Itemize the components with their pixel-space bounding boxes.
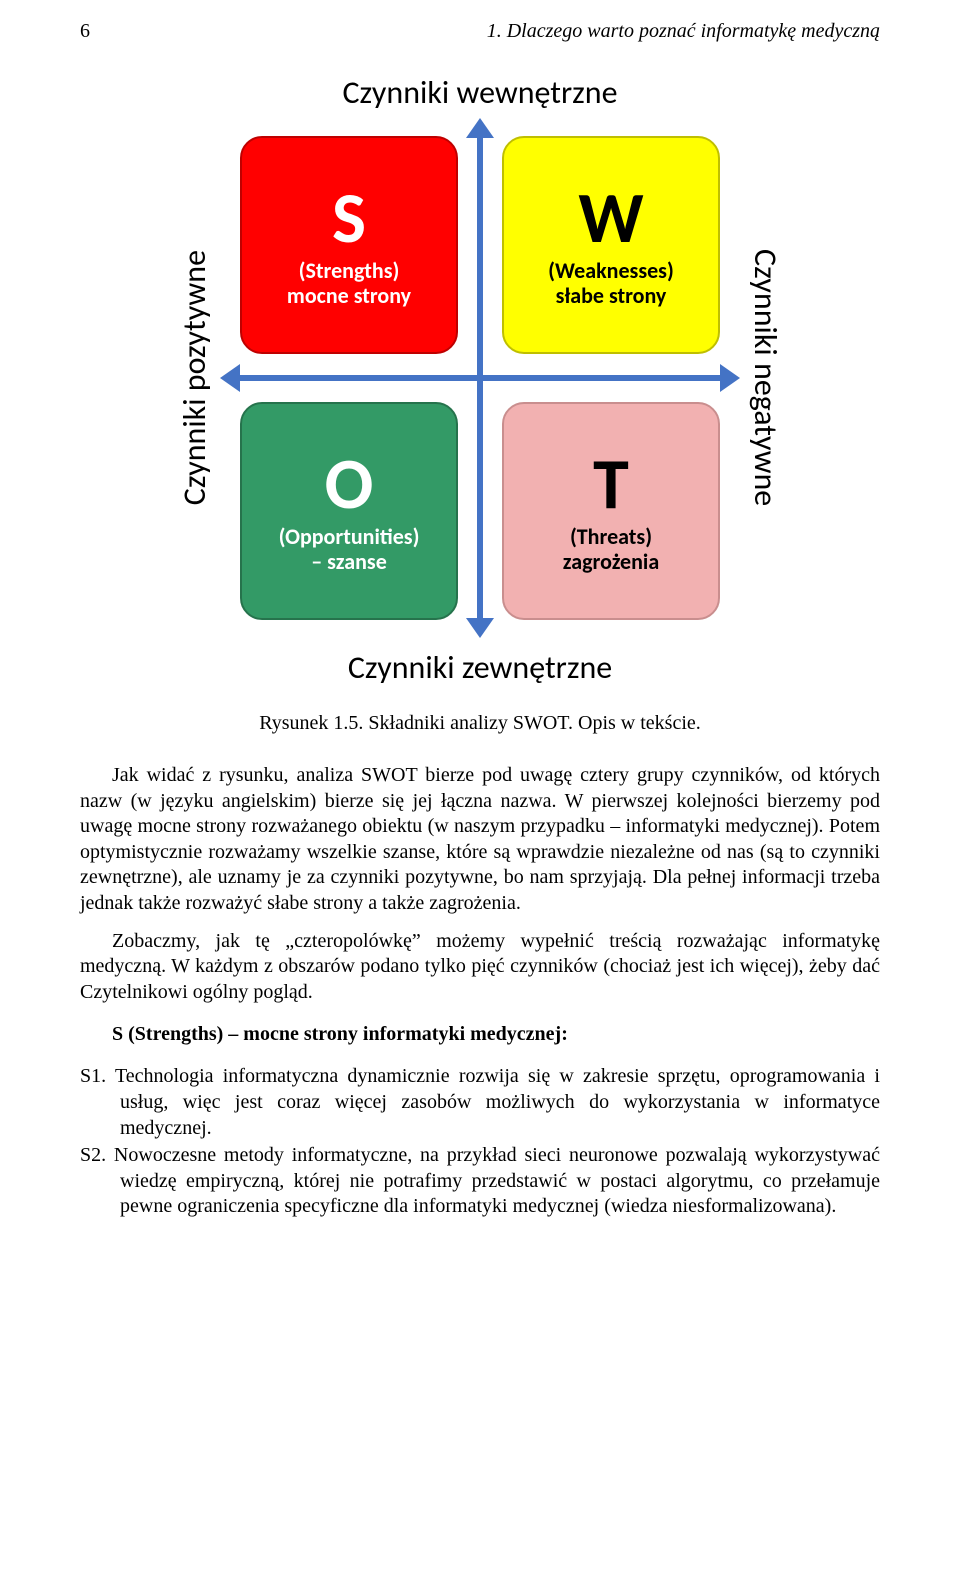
body-paragraph-1: Jak widać z rysunku, analiza SWOT bierze… (80, 763, 880, 917)
swot-o-letter: O (325, 448, 374, 520)
swot-w-sub1: (Weaknesses) (548, 258, 674, 283)
swot-quadrant-w: W (Weaknesses) słabe strony (502, 136, 720, 354)
running-title: 1. Dlaczego warto poznać informatykę med… (487, 20, 880, 43)
swot-s-letter: S (332, 182, 366, 254)
swot-quadrant-t: T (Threats) zagrożenia (502, 402, 720, 620)
swot-t-sub2: zagrożenia (563, 549, 659, 574)
swot-t-letter: T (593, 448, 629, 520)
swot-figure: Czynniki wewnętrzne Czynniki pozytywne S… (80, 73, 880, 687)
swot-s-sub1: (Strengths) (299, 258, 400, 283)
swot-grid: S (Strengths) mocne strony W (Weaknesses… (220, 118, 740, 638)
swot-quadrant-s: S (Strengths) mocne strony (240, 136, 458, 354)
swot-quadrant-o: O (Opportunities) – szanse (240, 402, 458, 620)
swot-w-letter: W (578, 182, 643, 254)
body-paragraph-2: Zobaczmy, jak tę „czteropolówkę” możemy … (80, 929, 880, 1006)
swot-label-top: Czynniki wewnętrzne (160, 73, 800, 112)
swot-o-sub2: – szanse (311, 549, 387, 574)
swot-label-right: Czynniki negatywne (746, 249, 785, 506)
swot-s-sub2: mocne strony (287, 283, 411, 308)
swot-label-left: Czynniki pozytywne (175, 250, 214, 505)
page-header: 6 1. Dlaczego warto poznać informatykę m… (80, 20, 880, 43)
section-heading-strengths: S (Strengths) – mocne strony informatyki… (112, 1023, 880, 1046)
swot-t-sub1: (Threats) (570, 524, 652, 549)
swot-o-sub1: (Opportunities) (279, 524, 420, 549)
swot-w-sub2: słabe strony (556, 283, 667, 308)
figure-caption: Rysunek 1.5. Składniki analizy SWOT. Opi… (80, 712, 880, 735)
swot-label-bottom: Czynniki zewnętrzne (160, 648, 800, 687)
list-item-s1: S1. Technologia informatyczna dynamiczni… (80, 1064, 880, 1141)
page-number: 6 (80, 20, 90, 43)
horizontal-arrow (220, 374, 740, 382)
list-item-s2: S2. Nowoczesne metody informatyczne, na … (80, 1143, 880, 1220)
